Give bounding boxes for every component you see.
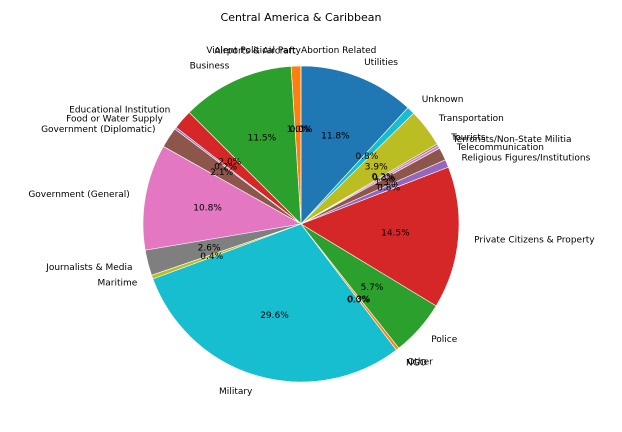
slice-label-business: Business — [190, 62, 230, 72]
percent-label-business: 11.5% — [248, 134, 277, 144]
percent-label-tourists: 0.2% — [372, 172, 395, 182]
percent-labels: 0.0%1.0%11.5%2.0%0.2%2.1%10.8%2.6%0.4%29… — [193, 125, 410, 321]
slice-military — [152, 223, 397, 383]
percent-label-other: 0.3% — [348, 295, 371, 305]
slice-label-maritime: Maritime — [97, 279, 137, 289]
percent-label-military: 29.6% — [260, 311, 289, 321]
slice-label-government-general: Government (General) — [28, 190, 129, 200]
percent-label-ngo: 0.0% — [347, 296, 370, 306]
slice-label-journalists-media: Journalists & Media — [45, 263, 132, 273]
slice-label-transportation: Transportation — [438, 114, 504, 124]
percent-label-police: 5.7% — [361, 283, 384, 293]
slice-label-airports-aircraft: Airports & Aircraft — [214, 46, 296, 56]
percent-label-government-diplomatic: 2.1% — [210, 168, 233, 178]
slice-business — [188, 65, 302, 225]
slice-government-general — [142, 146, 302, 251]
slice-label-religious-figures-institutions: Religious Figures/Institutions — [462, 153, 591, 163]
slice-label-food-or-water-supply: Food or Water Supply — [66, 115, 163, 125]
slice-label-military: Military — [219, 387, 253, 397]
percent-label-unknown: 0.8% — [355, 152, 378, 162]
percent-label-utilities: 11.8% — [321, 132, 350, 142]
slice-label-utilities: Utilities — [364, 58, 398, 68]
slice-label-abortion-related: Abortion Related — [301, 46, 376, 56]
percent-label-educational-institution: 2.0% — [218, 157, 241, 167]
slice-label-other: Other — [407, 358, 433, 368]
slice-label-violent-political-party: Violent Political Party — [206, 46, 301, 56]
percent-label-food-or-water-supply: 0.2% — [214, 163, 237, 173]
slice-label-police: Police — [431, 335, 458, 345]
slice-label-ngo: NGO — [406, 359, 427, 369]
slice-label-private-citizens-property: Private Citizens & Property — [474, 235, 595, 245]
percent-label-terrorists-non-state-militia: 0.3% — [372, 174, 395, 184]
slice-label-tourists: Tourists — [450, 133, 486, 143]
percent-label-private-citizens-property: 14.5% — [381, 228, 410, 238]
percent-label-maritime: 0.4% — [200, 252, 223, 262]
percent-label-religious-figures-institutions: 0.8% — [377, 184, 400, 194]
percent-label-transportation: 3.9% — [365, 162, 388, 172]
slice-label-educational-institution: Educational Institution — [69, 105, 170, 115]
percent-label-abortion-related: 0.0% — [290, 125, 313, 135]
percent-label-government-general: 10.8% — [193, 204, 222, 214]
slice-label-telecommunication: Telecommunication — [456, 143, 544, 153]
percent-label-airports-aircraft: 1.0% — [287, 125, 310, 135]
slice-label-government-diplomatic: Government (Diplomatic) — [41, 125, 155, 135]
pie-slices — [142, 65, 460, 383]
slice-utilities — [300, 65, 409, 225]
percent-label-journalists-media: 2.6% — [198, 243, 221, 253]
slice-label-unknown: Unknown — [422, 95, 464, 105]
slice-private-citizens-property — [300, 166, 460, 307]
chart-title: Central America & Caribbean — [221, 11, 382, 24]
percent-label-violent-political-party: 0.0% — [290, 125, 313, 135]
slice-labels: Abortion Related Airports & Aircraft Busin… — [28, 46, 595, 397]
percent-label-telecommunication: 1.3% — [375, 178, 398, 188]
slice-label-terrorists-non-state-militia: Terrorists/Non-State Militia — [452, 135, 572, 145]
